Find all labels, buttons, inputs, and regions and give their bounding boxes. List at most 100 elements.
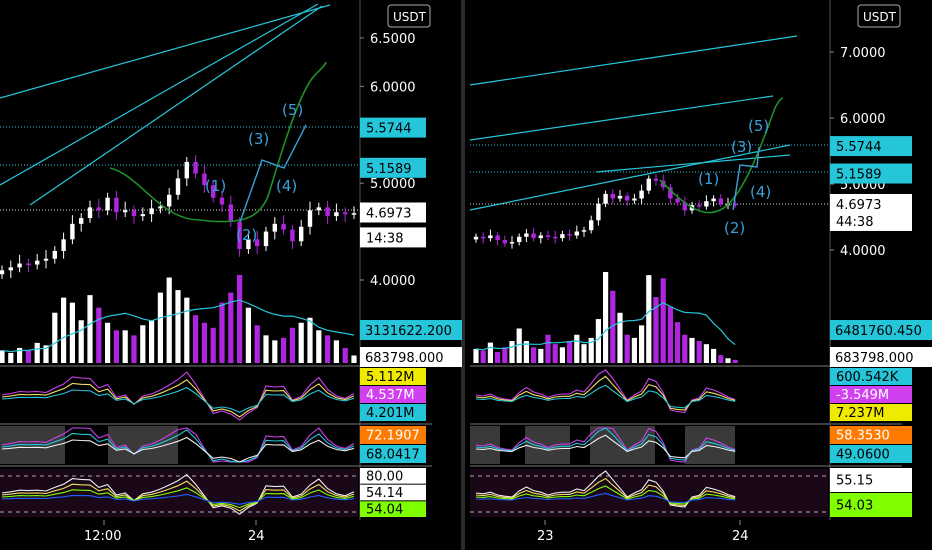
candle-body <box>281 223 286 230</box>
candle-body <box>61 239 66 251</box>
volume-bar <box>17 347 23 363</box>
volume-bar <box>8 352 14 363</box>
candle-body <box>711 198 716 202</box>
volume-bar <box>43 345 49 363</box>
indicator-label: 5.112M <box>366 370 414 385</box>
volume-bar <box>210 327 216 363</box>
indicator-label-box <box>360 484 426 501</box>
volume-bar <box>228 292 234 363</box>
candle-body <box>246 239 251 250</box>
indicator-label: 58.3530 <box>836 429 890 444</box>
oscillator-line <box>1 473 355 515</box>
x-tick-label: 24 <box>732 529 749 544</box>
y-tick-label: 6.5000 <box>370 32 416 47</box>
candle-body <box>524 233 529 237</box>
y-tick-label: 6.0000 <box>840 112 886 127</box>
candle-body <box>718 198 723 204</box>
oscillator-line <box>475 384 736 409</box>
candle-body <box>343 212 348 215</box>
y-tick-label: 4.0000 <box>370 274 416 289</box>
y-tick-label: 6.0000 <box>370 80 416 95</box>
candle-body <box>581 230 587 232</box>
volume-bar <box>595 319 601 363</box>
oscillator-line <box>475 369 736 414</box>
indicator-label-box <box>830 493 912 517</box>
candle-body <box>307 210 313 227</box>
candle-body <box>653 178 659 181</box>
candle-body <box>351 213 357 215</box>
indicator-label-box <box>360 501 426 517</box>
volume-bar <box>667 306 673 363</box>
volume-bar <box>157 292 163 363</box>
volume-bar <box>732 359 738 363</box>
candle-body <box>632 198 637 201</box>
oscillator-line <box>1 436 355 463</box>
candle-body <box>114 197 119 213</box>
oscillator-line <box>1 487 355 509</box>
price-label: 5.1589 <box>366 162 412 177</box>
volume-bar <box>316 330 322 363</box>
volume-bar <box>559 347 565 363</box>
volume-bar <box>219 302 225 363</box>
price-label-box <box>830 163 912 184</box>
indicator-label: 55.15 <box>836 474 873 489</box>
volume-bar <box>516 328 522 363</box>
y-tick-label: 4.0000 <box>840 244 886 259</box>
volume-bar <box>113 330 119 363</box>
candle-body <box>237 221 242 250</box>
volume-bar <box>574 334 580 363</box>
indicator-label: 54.03 <box>836 499 873 514</box>
volume-bar <box>639 325 645 363</box>
candle-body <box>8 267 13 271</box>
volume-bar <box>567 341 573 363</box>
candle-body <box>219 197 225 205</box>
volume-bar <box>538 348 544 363</box>
wave-path <box>732 146 760 211</box>
volume-bar <box>263 335 269 363</box>
volume-bar <box>61 297 67 363</box>
pane-shade <box>685 426 735 464</box>
candle-body <box>596 203 601 221</box>
candle-body <box>488 235 493 239</box>
volume-bar <box>87 295 93 363</box>
indicator-label-box <box>830 426 912 444</box>
candle-body <box>26 263 31 266</box>
volume-bar <box>254 325 260 363</box>
volume-bar <box>675 322 681 363</box>
indicator-label: 80.00 <box>366 469 403 484</box>
indicator-label-box <box>830 468 912 492</box>
indicator-label: 4.537M <box>366 388 414 403</box>
candle-body <box>531 233 536 239</box>
volume-bar <box>342 347 348 363</box>
currency-badge <box>857 4 901 28</box>
candle-body <box>140 214 145 217</box>
volume-moving-average <box>1 299 355 353</box>
candle-body <box>131 210 137 217</box>
currency-badge-text: USDT <box>393 10 427 24</box>
volume-label: 683798.000 <box>835 351 914 366</box>
oscillator-line <box>1 371 355 421</box>
channel-line <box>469 95 774 141</box>
price-label: 5.1589 <box>836 168 882 183</box>
wave-label: (1) <box>698 170 719 188</box>
volume-bar <box>25 350 31 363</box>
y-tick-label: 7.0000 <box>840 46 886 61</box>
oscillator-line <box>1 480 355 512</box>
volume-bar <box>610 290 616 363</box>
volume-bar <box>545 334 551 363</box>
price-label-box <box>360 227 426 248</box>
volume-bar <box>351 355 357 363</box>
left-chart-panel: (1) (2) (3) (4) (5) USDT 6.5000 6.0000 5.0000 4.0… <box>0 0 462 544</box>
volume-bar <box>131 335 137 363</box>
projection-curve <box>109 61 327 223</box>
candle-body <box>184 161 189 179</box>
candle-body <box>625 195 630 201</box>
wave-label: (5) <box>748 117 769 135</box>
right-chart-panel: (1)(2)(3)(4)(5)USDT7.00006.00005.00004.0… <box>469 0 932 544</box>
indicator-label: 7.237M <box>836 406 884 421</box>
volume-bar <box>646 275 652 363</box>
candle-body <box>316 207 321 211</box>
candle-body <box>299 226 304 242</box>
candle-body <box>495 235 500 241</box>
